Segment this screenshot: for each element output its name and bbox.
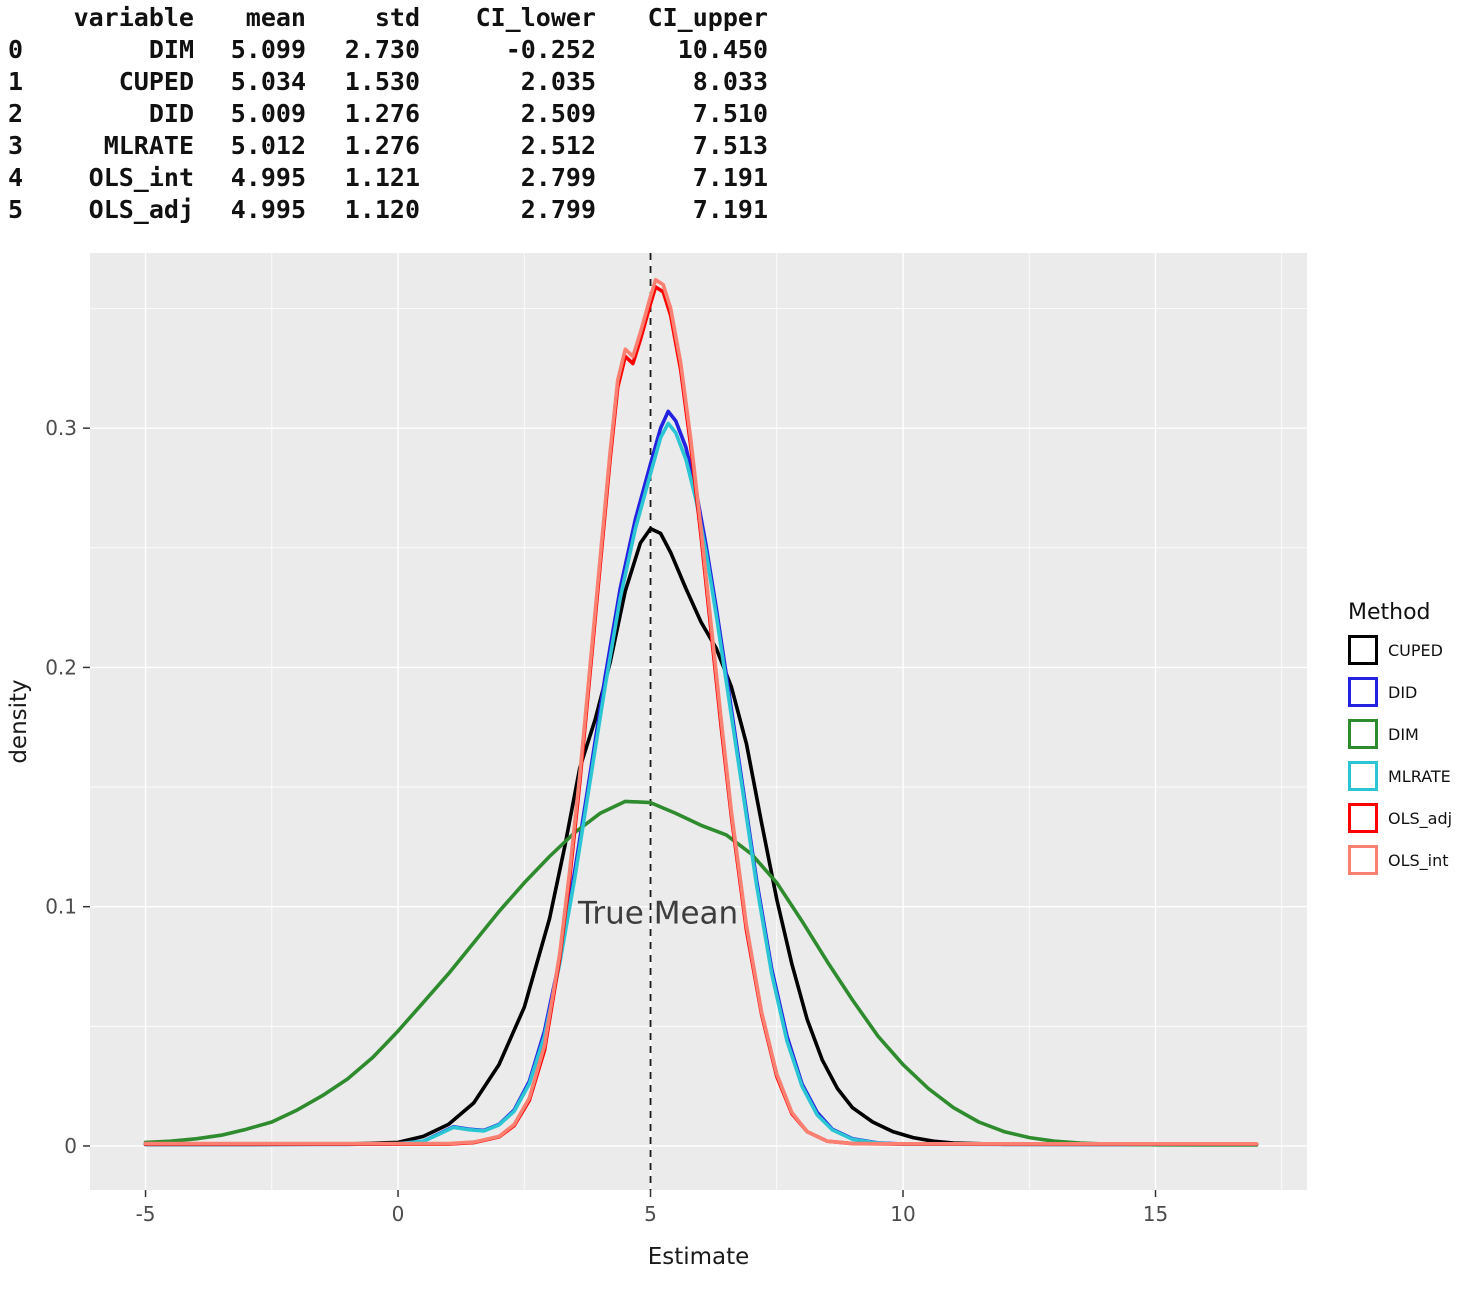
y-tick-label: 0 xyxy=(64,1134,77,1158)
table-row: 0 DIM 5.099 2.730 -0.252 10.450 xyxy=(8,34,768,66)
y-tick-label: 0.3 xyxy=(45,416,77,440)
table-cell: 1.276 xyxy=(344,131,420,160)
legend-item-DID: DID xyxy=(1348,677,1452,707)
table-cell: DIM xyxy=(148,35,194,64)
legend-label: MLRATE xyxy=(1388,766,1451,786)
x-tick-label: 10 xyxy=(890,1202,915,1226)
y-tick-label: 0.1 xyxy=(45,895,77,919)
summary-table: variable mean std CI_lower CI_upper 0 DIM 5.09… xyxy=(8,2,768,226)
legend-item-DIM: DIM xyxy=(1348,719,1452,749)
table-cell: 7.513 xyxy=(692,131,768,160)
table-row: 5 OLS_adj 4.995 1.120 2.799 7.191 xyxy=(8,194,768,226)
density-curve-MLRATE xyxy=(143,421,1259,1147)
legend-key-swatch xyxy=(1348,677,1378,707)
table-column-header xyxy=(8,2,44,34)
table-column-header: CI_lower xyxy=(475,3,596,32)
legend-item-MLRATE: MLRATE xyxy=(1348,761,1452,791)
x-tick-label: 5 xyxy=(644,1202,657,1226)
table-cell: 4.995 xyxy=(230,195,306,224)
x-axis-title: Estimate xyxy=(648,1244,750,1270)
table-cell: MLRATE xyxy=(103,131,194,160)
table-cell: 1.530 xyxy=(344,67,420,96)
legend-label: OLS_int xyxy=(1388,850,1449,870)
legend-label: DIM xyxy=(1388,724,1419,744)
legend-item-CUPED: CUPED xyxy=(1348,635,1452,665)
table-cell: 2.799 xyxy=(520,195,596,224)
table-column-header: variable xyxy=(73,3,194,32)
table-header-row: variable mean std CI_lower CI_upper xyxy=(8,2,768,34)
plot-panel xyxy=(90,253,1307,1190)
table-cell: OLS_int xyxy=(88,163,194,192)
table-row: 3 MLRATE 5.012 1.276 2.512 7.513 xyxy=(8,130,768,162)
row-index: 4 xyxy=(8,163,24,192)
legend-label: DID xyxy=(1388,682,1418,702)
table-cell: -0.252 xyxy=(505,35,596,64)
density-chart: -5 0 5 10 15 0 0.1 0.2 0.3 Estimate density True Me… xyxy=(0,248,1478,1300)
legend: Method CUPED DID DIM MLRATE OLS_adj OLS_int xyxy=(1348,600,1452,887)
table-cell: 7.191 xyxy=(692,163,768,192)
legend-key-swatch xyxy=(1348,803,1378,833)
legend-key-swatch xyxy=(1348,635,1378,665)
y-axis-title: density xyxy=(6,679,32,763)
table-cell: 1.120 xyxy=(344,195,420,224)
table-cell: 5.034 xyxy=(230,67,306,96)
x-tick-label: -5 xyxy=(136,1202,156,1226)
legend-key-swatch xyxy=(1348,845,1378,875)
table-cell: 2.512 xyxy=(520,131,596,160)
legend-item-OLS_adj: OLS_adj xyxy=(1348,803,1452,833)
table-cell: 7.510 xyxy=(692,99,768,128)
legend-items: CUPED DID DIM MLRATE OLS_adj OLS_int xyxy=(1348,635,1452,875)
table-cell: 7.191 xyxy=(692,195,768,224)
density-curve-CUPED xyxy=(143,526,1259,1147)
legend-key-swatch xyxy=(1348,719,1378,749)
table-cell: 1.121 xyxy=(344,163,420,192)
table-column-header: mean xyxy=(245,3,306,32)
density-curve-DIM xyxy=(143,799,1259,1147)
row-index: 1 xyxy=(8,67,24,96)
density-curve-OLS_int xyxy=(143,278,1259,1146)
row-index: 5 xyxy=(8,195,24,224)
y-tick-label: 0.2 xyxy=(45,655,77,679)
table-row: 4 OLS_int 4.995 1.121 2.799 7.191 xyxy=(8,162,768,194)
table-cell: 2.799 xyxy=(520,163,596,192)
x-tick-label: 0 xyxy=(392,1202,405,1226)
table-row: 2 DID 5.009 1.276 2.509 7.510 xyxy=(8,98,768,130)
table-cell: 5.009 xyxy=(230,99,306,128)
table-cell: 10.450 xyxy=(677,35,768,64)
table-cell: 4.995 xyxy=(230,163,306,192)
table-cell: 2.730 xyxy=(344,35,420,64)
table-cell: 5.012 xyxy=(230,131,306,160)
table-body: 0 DIM 5.099 2.730 -0.252 10.450 1 CUPED 5.034 1.5… xyxy=(8,34,768,226)
table-cell: OLS_adj xyxy=(88,195,194,224)
table-cell: CUPED xyxy=(118,67,194,96)
table-row: 1 CUPED 5.034 1.530 2.035 8.033 xyxy=(8,66,768,98)
table-cell: DID xyxy=(148,99,194,128)
table-column-header: std xyxy=(374,3,420,32)
legend-title: Method xyxy=(1348,600,1431,625)
table-column-header: CI_upper xyxy=(647,3,768,32)
table-cell: 2.509 xyxy=(520,99,596,128)
row-index: 2 xyxy=(8,99,24,128)
x-tick-label: 15 xyxy=(1143,1202,1168,1226)
legend-item-OLS_int: OLS_int xyxy=(1348,845,1452,875)
table-cell: 8.033 xyxy=(692,67,768,96)
table-cell: 1.276 xyxy=(344,99,420,128)
table-cell: 5.099 xyxy=(230,35,306,64)
row-index: 0 xyxy=(8,35,24,64)
table-cell: 2.035 xyxy=(520,67,596,96)
legend-label: CUPED xyxy=(1388,640,1443,660)
row-index: 3 xyxy=(8,131,24,160)
true-mean-label: True Mean xyxy=(577,895,738,931)
legend-label: OLS_adj xyxy=(1388,808,1453,828)
chart-svg: -5 0 5 10 15 0 0.1 0.2 0.3 Estimate density True Me… xyxy=(6,253,1307,1270)
legend-key-swatch xyxy=(1348,761,1378,791)
